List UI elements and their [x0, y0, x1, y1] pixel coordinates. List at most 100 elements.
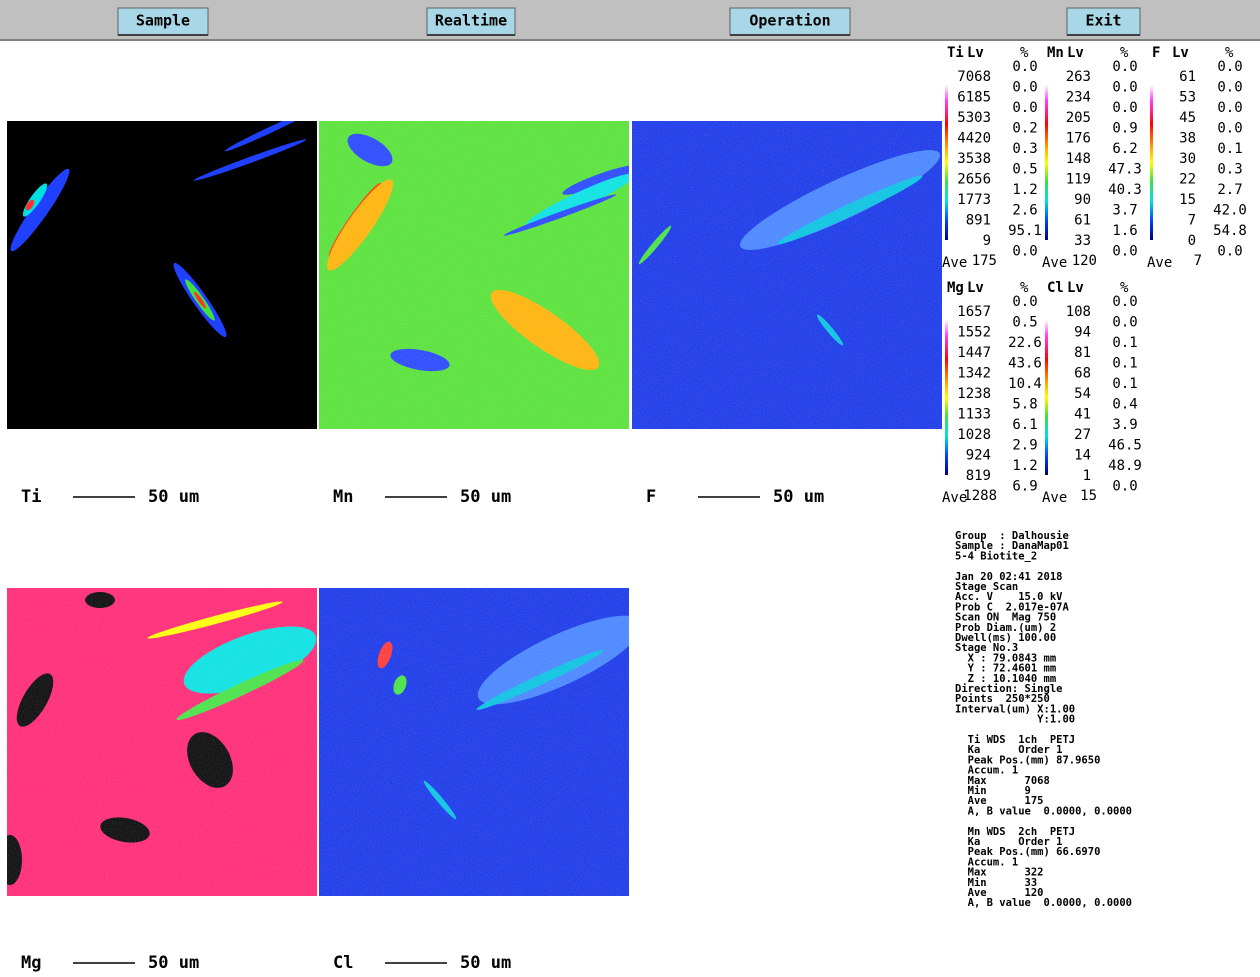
legend-level: 176 [1066, 131, 1091, 147]
legend-level: 14 [1074, 448, 1091, 464]
legend-level: 38 [1179, 131, 1196, 147]
legend-level: 41 [1074, 407, 1091, 423]
color-bar [1150, 85, 1153, 240]
legend-percent: 2.9 [1012, 438, 1037, 454]
legend-level: 90 [1074, 192, 1091, 208]
legend-lv-header: Lv [1172, 45, 1189, 61]
legend-percent: 40.3 [1108, 182, 1142, 198]
legend-level: 1342 [957, 366, 991, 382]
menu-button[interactable]: Operation [730, 8, 850, 35]
legend-lv-header: Lv [967, 280, 984, 296]
legend-percent: 0.0 [1112, 59, 1137, 75]
color-bar [945, 85, 948, 240]
legend-level: 45 [1179, 110, 1196, 126]
legend-level: 891 [966, 213, 991, 229]
legend-level: 94 [1074, 325, 1091, 341]
legend-percent: 0.0 [1217, 59, 1242, 75]
scale-label: 50 um [148, 487, 199, 507]
legend-ave-label: Ave [1042, 255, 1067, 271]
legend-level: 30 [1179, 151, 1196, 167]
legend-percent: 0.0 [1012, 244, 1037, 260]
color-bar [1045, 320, 1048, 475]
legend-percent: 0.0 [1012, 294, 1037, 310]
color-bar [945, 320, 948, 475]
info-line: A, B value 0.0000, 0.0000 [955, 897, 1132, 909]
map-noise [319, 121, 629, 429]
legend-percent: 1.2 [1012, 458, 1037, 474]
legend-level: 1133 [957, 407, 991, 423]
legend-percent: 0.3 [1217, 162, 1242, 178]
legend-percent: 6.9 [1012, 479, 1037, 495]
legend-level: 27 [1074, 427, 1091, 443]
legend-percent: 0.0 [1012, 80, 1037, 96]
legend-percent: 22.6 [1008, 335, 1042, 351]
info-line: Y:1.00 [955, 714, 1075, 726]
legend-lv-header: Lv [967, 45, 984, 61]
legend-level: 61 [1074, 213, 1091, 229]
legend-ave-label: Ave [1042, 490, 1067, 506]
legend-percent: 5.8 [1012, 397, 1037, 413]
scale-label: 50 um [773, 487, 824, 507]
menu-button[interactable]: Realtime [427, 8, 515, 35]
map-image [319, 121, 640, 429]
map-element: Mn [333, 487, 353, 507]
scale-label: 50 um [460, 953, 511, 973]
legend-percent: 0.1 [1112, 356, 1137, 372]
button-label: Exit [1085, 12, 1121, 30]
legend-percent: 6.2 [1112, 141, 1137, 157]
color-bar [1045, 85, 1048, 240]
legend-percent: 0.0 [1112, 294, 1137, 310]
menu-button[interactable]: Exit [1067, 8, 1140, 35]
scale-label: 50 um [460, 487, 511, 507]
legend-level: 4420 [957, 131, 991, 147]
map-noise [632, 121, 942, 429]
info-line: A, B value 0.0000, 0.0000 [955, 805, 1132, 817]
legend-percent: 0.2 [1012, 121, 1037, 137]
legend-level: 234 [1066, 90, 1091, 106]
button-label: Realtime [435, 12, 507, 30]
legend-percent: 0.0 [1112, 315, 1137, 331]
legend-level: 22 [1179, 172, 1196, 188]
legend-percent: 47.3 [1108, 162, 1142, 178]
legend-percent: 0.3 [1012, 141, 1037, 157]
button-label: Operation [749, 12, 830, 30]
legend-level: 1552 [957, 325, 991, 341]
legend-ave-label: Ave [942, 255, 967, 271]
map-image [0, 588, 324, 896]
legend-percent: 0.5 [1012, 315, 1037, 331]
legend-percent: 3.9 [1112, 417, 1137, 433]
legend-percent: 2.6 [1012, 203, 1037, 219]
legend-lv-header: Lv [1067, 45, 1084, 61]
map-noise [7, 588, 317, 896]
legend-level: 1028 [957, 427, 991, 443]
legend-percent: 0.0 [1012, 59, 1037, 75]
legend-percent: 0.0 [1112, 479, 1137, 495]
legend-percent: 43.6 [1008, 356, 1042, 372]
map-element: Ti [21, 487, 41, 507]
legend-level: 1657 [957, 304, 991, 320]
legend-level: 0 [1188, 233, 1196, 249]
menu-button[interactable]: Sample [118, 8, 208, 35]
legend-percent: 1.6 [1112, 223, 1137, 239]
legend-level: 108 [1066, 304, 1091, 320]
legend-element: Mg [947, 280, 964, 296]
legend-level: 2656 [957, 172, 991, 188]
legend-percent: 0.0 [1217, 121, 1242, 137]
legend-element: Cl [1047, 280, 1064, 296]
legend-percent: 1.2 [1012, 182, 1037, 198]
map-element: F [646, 487, 656, 507]
legend-percent: 0.9 [1112, 121, 1137, 137]
legend-percent: 0.0 [1217, 80, 1242, 96]
legend-level: 54 [1074, 386, 1091, 402]
legend-level: 61 [1179, 69, 1196, 85]
scale-label: 50 um [148, 953, 199, 973]
map-element: Cl [333, 953, 353, 973]
legend-percent: 54.8 [1213, 223, 1247, 239]
legend-percent: 0.1 [1112, 335, 1137, 351]
legend-level: 33 [1074, 233, 1091, 249]
legend-percent: 95.1 [1008, 223, 1042, 239]
legend-level: 15 [1179, 192, 1196, 208]
legend-lv-header: Lv [1067, 280, 1084, 296]
legend-level: 1 [1083, 468, 1091, 484]
legend-level: 205 [1066, 110, 1091, 126]
